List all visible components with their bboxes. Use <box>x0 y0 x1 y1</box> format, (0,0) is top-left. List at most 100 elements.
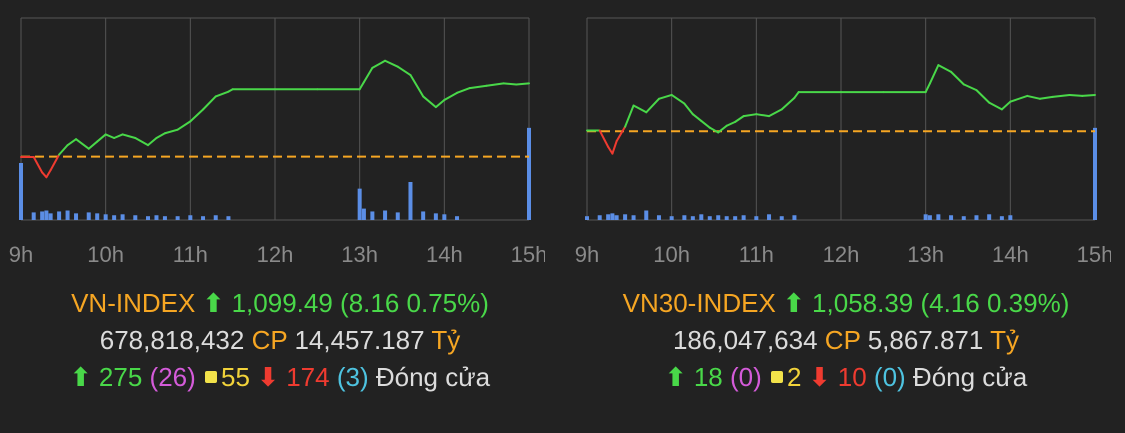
price-line-segment <box>49 153 61 172</box>
index-value: 1,099.49 <box>231 288 333 318</box>
volume-bar <box>133 215 138 220</box>
volume-bar <box>974 215 979 220</box>
vn-index-breadth-row: ⬆ 275 (26) 55 ⬇ 174 (3) Đóng cửa <box>0 362 560 393</box>
price-line-segment <box>768 108 783 118</box>
vn30-index-panel: 9h 10h 11h 12h 13h 14h 15h VN30-INDEX ⬆ 1,058.… <box>566 0 1111 433</box>
volume-value: 186,047,634 <box>672 325 818 355</box>
price-line-segment <box>214 90 230 98</box>
price-line-segment <box>422 95 437 109</box>
price-line-segment <box>384 59 399 68</box>
volume-bar <box>74 213 79 220</box>
volume-bar <box>961 216 966 220</box>
volume-bar <box>86 212 91 220</box>
price-line-segment <box>202 95 217 111</box>
volume-bar <box>1008 215 1013 220</box>
advancers-count: 18 <box>693 362 723 392</box>
advancers-count: 275 <box>98 362 143 392</box>
price-line-segment <box>121 133 137 140</box>
x-tick-label: 14h <box>426 242 463 267</box>
price-line-segment <box>708 126 720 134</box>
price-line-segment <box>104 133 116 140</box>
price-line-segment <box>113 133 124 140</box>
volume-bar <box>597 215 602 220</box>
market-status: Đóng cửa <box>375 362 491 392</box>
volume-bar <box>408 182 413 220</box>
arrow-up-icon: ⬆ <box>202 288 225 318</box>
price-line-segment <box>962 83 978 92</box>
volume-bar <box>741 215 746 220</box>
volume-bar <box>699 214 704 220</box>
price-line-segment <box>456 87 471 94</box>
volume-bar <box>923 214 928 220</box>
turnover-value: 14,457.187 <box>294 325 425 355</box>
ceiling-count: (26) <box>149 362 196 392</box>
advancers-icon: ⬆ <box>69 362 92 392</box>
volume-bar <box>631 215 636 220</box>
vn-index-summary: VN-INDEX ⬆ 1,099.49 (8.16 0.75%) <box>0 288 560 319</box>
price-line-segment <box>950 70 965 86</box>
volume-bar <box>644 210 649 220</box>
volume-bar <box>767 214 772 220</box>
x-tick-label: 15h <box>1077 242 1111 267</box>
price-line-segment <box>502 82 518 86</box>
price-line-segment <box>41 171 48 179</box>
x-tick-label: 12h <box>257 242 294 267</box>
vn-index-volume-row: 678,818,432 CP 14,457.187 Tỷ <box>0 325 560 356</box>
volume-bar <box>421 211 426 220</box>
volume-bar <box>656 215 661 220</box>
x-tick-label: 13h <box>341 242 378 267</box>
x-tick-label: 11h <box>739 242 774 267</box>
price-line-segment <box>409 74 425 98</box>
price-line-segment <box>147 137 158 147</box>
price-line-segment <box>1051 93 1071 98</box>
x-tick-label: 11h <box>173 242 208 267</box>
decliners-count: 10 <box>837 362 867 392</box>
price-line-segment <box>928 64 940 85</box>
volume-bar <box>48 213 53 220</box>
price-line-segment <box>988 101 1003 111</box>
price-line-segment <box>607 145 614 155</box>
volume-bar <box>57 211 62 220</box>
decliners-icon: ⬇ <box>808 362 831 392</box>
volume-bar <box>927 215 932 220</box>
cp-label: CP <box>824 325 861 355</box>
x-tick-label: 15h <box>511 242 545 267</box>
unit-label: Tỷ <box>990 325 1020 355</box>
volume-bar <box>585 216 589 220</box>
unchanged-count: 55 <box>221 362 250 392</box>
price-line-segment <box>1068 93 1084 97</box>
price-line-segment <box>1009 94 1029 103</box>
volume-bar <box>31 212 36 220</box>
index-value: 1,058.39 <box>812 288 914 318</box>
price-line-segment <box>189 108 205 123</box>
price-line-segment <box>924 82 931 94</box>
volume-bar <box>754 216 759 220</box>
cp-label: CP <box>251 325 288 355</box>
index-change: (4.16 0.39%) <box>920 288 1070 318</box>
vn30-index-summary: VN30-INDEX ⬆ 1,058.39 (4.16 0.39%) <box>566 288 1125 319</box>
price-line-segment <box>362 66 374 84</box>
volume-bar <box>527 127 531 220</box>
volume-bar <box>395 212 400 220</box>
x-tick-label: 9h <box>9 242 33 267</box>
volume-bar <box>162 216 167 220</box>
arrow-up-icon: ⬆ <box>783 288 805 318</box>
price-line-segment <box>742 113 758 118</box>
volume-bar <box>999 216 1004 220</box>
volume-bar <box>949 215 954 220</box>
volume-bar <box>361 208 366 220</box>
volume-bar <box>936 214 941 220</box>
advancers-icon: ⬆ <box>664 362 687 392</box>
volume-bar <box>120 214 125 220</box>
price-line-segment <box>657 93 673 100</box>
volume-bar <box>146 216 150 220</box>
price-line-segment <box>683 102 694 116</box>
price-line-segment <box>632 104 648 114</box>
price-line-segment <box>598 129 610 148</box>
volume-bar <box>154 215 159 220</box>
vn-index-chart: 9h 10h 11h 12h 13h 14h 15h <box>9 17 545 267</box>
market-status: Đóng cửa <box>912 362 1028 392</box>
price-line-segment <box>645 97 660 114</box>
price-line-segment <box>717 124 728 134</box>
price-line-segment <box>793 91 800 99</box>
